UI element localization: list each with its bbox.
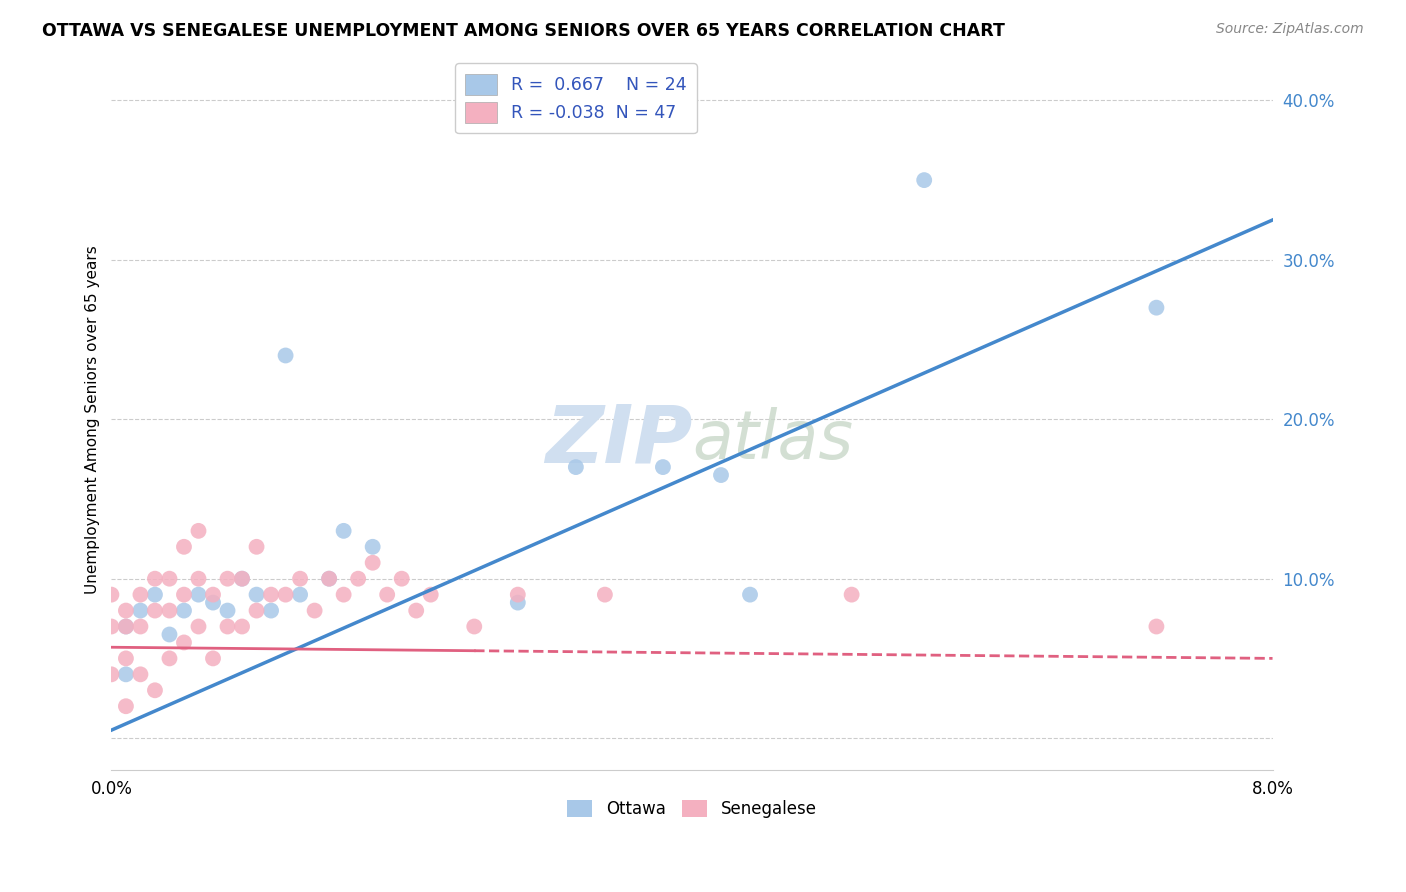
Point [217, 572, 239, 586]
Text: Source: ZipAtlas.com: Source: ZipAtlas.com [1216, 22, 1364, 37]
Point [391, 572, 413, 586]
Point [115, 651, 138, 665]
Point [159, 603, 181, 617]
Point [405, 603, 427, 617]
Point [375, 588, 398, 602]
Text: atlas: atlas [692, 408, 853, 474]
Point [245, 540, 267, 554]
Point [129, 667, 152, 681]
Point [738, 588, 761, 602]
Point [202, 651, 225, 665]
Point [115, 619, 138, 633]
Point [143, 572, 166, 586]
Point [231, 572, 253, 586]
Point [245, 588, 267, 602]
Point [129, 588, 152, 602]
Point [115, 603, 138, 617]
Point [593, 588, 616, 602]
Point [1144, 619, 1167, 633]
Point [100, 667, 122, 681]
Point [173, 588, 195, 602]
Point [1144, 301, 1167, 315]
Point [274, 588, 297, 602]
Text: OTTAWA VS SENEGALESE UNEMPLOYMENT AMONG SENIORS OVER 65 YEARS CORRELATION CHART: OTTAWA VS SENEGALESE UNEMPLOYMENT AMONG … [42, 22, 1005, 40]
Point [274, 349, 297, 363]
Point [129, 619, 152, 633]
Point [173, 603, 195, 617]
Point [143, 588, 166, 602]
Point [288, 588, 311, 602]
Legend: Ottawa, Senegalese: Ottawa, Senegalese [561, 793, 824, 825]
Point [217, 603, 239, 617]
Point [463, 619, 485, 633]
Point [100, 588, 122, 602]
Point [143, 603, 166, 617]
Point [652, 460, 675, 475]
Point [100, 619, 122, 633]
Point [187, 619, 209, 633]
Point [173, 540, 195, 554]
Point [173, 635, 195, 649]
Point [332, 588, 354, 602]
Point [217, 619, 239, 633]
Point [202, 596, 225, 610]
Point [187, 524, 209, 538]
Point [288, 572, 311, 586]
Point [231, 619, 253, 633]
Point [245, 603, 267, 617]
Point [231, 572, 253, 586]
Point [115, 699, 138, 714]
Point [129, 603, 152, 617]
Point [159, 572, 181, 586]
Text: ZIP: ZIP [544, 401, 692, 479]
Point [260, 603, 283, 617]
Y-axis label: Unemployment Among Seniors over 65 years: Unemployment Among Seniors over 65 years [86, 245, 100, 594]
Point [115, 619, 138, 633]
Point [260, 588, 283, 602]
Point [347, 572, 370, 586]
Point [304, 603, 326, 617]
Point [187, 572, 209, 586]
Point [361, 540, 384, 554]
Point [332, 524, 354, 538]
Point [841, 588, 863, 602]
Point [710, 468, 733, 483]
Point [506, 588, 529, 602]
Point [159, 627, 181, 641]
Point [143, 683, 166, 698]
Point [565, 460, 588, 475]
Point [361, 556, 384, 570]
Point [187, 588, 209, 602]
Point [506, 596, 529, 610]
Point [159, 651, 181, 665]
Point [318, 572, 340, 586]
Point [912, 173, 935, 187]
Point [419, 588, 441, 602]
Point [318, 572, 340, 586]
Point [202, 588, 225, 602]
Point [115, 667, 138, 681]
